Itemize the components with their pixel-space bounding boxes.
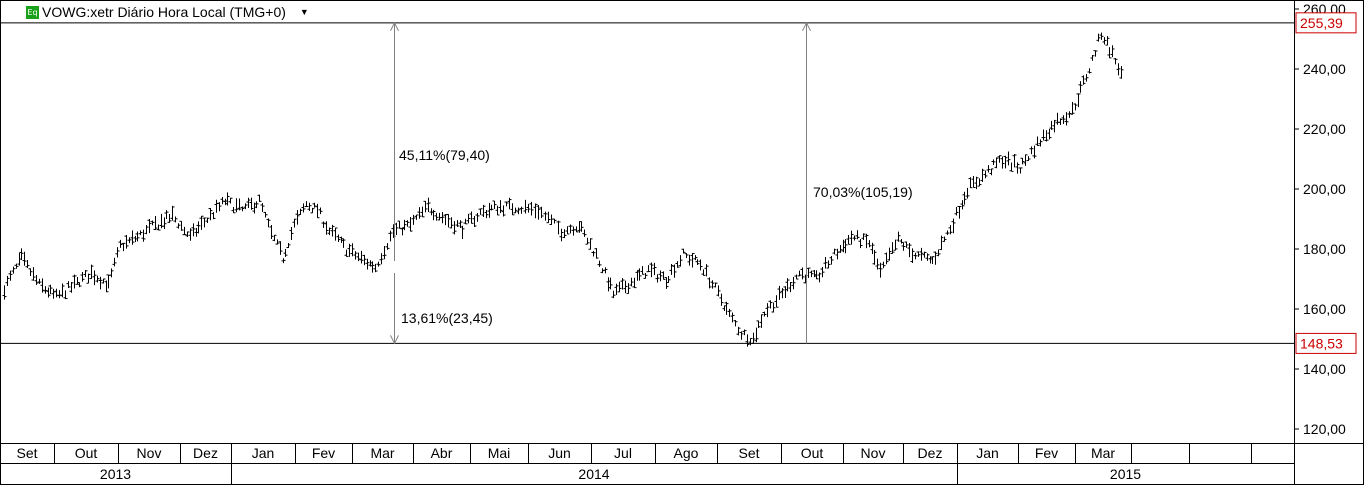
high-level-marker [1295, 12, 1357, 34]
year-label: 2014 [578, 466, 609, 482]
y-tick-label: 200,00 [1303, 181, 1346, 197]
month-label: Dez [918, 445, 943, 461]
measure-arrow-down-1-head [390, 335, 399, 345]
month-label: Jan [252, 445, 275, 461]
month-label: Abr [431, 445, 453, 461]
y-tick-label: 120,00 [1303, 421, 1346, 437]
y-tick-label: 240,00 [1303, 61, 1346, 77]
low-level-marker [1295, 332, 1357, 354]
month-label: Nov [861, 445, 886, 461]
measure-arrow-up-1-head [390, 21, 399, 32]
month-label: Set [738, 445, 759, 461]
y-tick-label: 220,00 [1303, 121, 1346, 137]
month-label: Jan [976, 445, 999, 461]
equity-icon: Eq [26, 5, 39, 19]
measure-label-1-up: 45,11%(79,40) [399, 147, 490, 163]
month-label: Fev [312, 445, 335, 461]
chart-title[interactable]: VOWG:xetr Diário Hora Local (TMG+0) [42, 4, 286, 20]
month-label: Jul [614, 445, 632, 461]
month-label: Mar [370, 445, 394, 461]
month-label: Out [801, 445, 824, 461]
month-label: Fev [1035, 445, 1058, 461]
month-label: Dez [193, 445, 218, 461]
chart-header: Eq VOWG:xetr Diário Hora Local (TMG+0) ▼ [26, 3, 309, 21]
measure-label-1-down: 13,61%(23,45) [401, 310, 493, 326]
month-label: Set [16, 445, 37, 461]
month-label: Out [75, 445, 98, 461]
month-label: Mar [1091, 445, 1115, 461]
y-tick-label: 160,00 [1303, 301, 1346, 317]
y-tick-label: 180,00 [1303, 241, 1346, 257]
month-label: Mai [488, 445, 511, 461]
measure-label-2-up: 70,03%(105,19) [813, 184, 913, 200]
price-series [2, 32, 1124, 347]
month-label: Nov [137, 445, 162, 461]
high-level-label: 255,39 [1300, 15, 1343, 31]
low-level-label: 148,53 [1300, 335, 1343, 351]
chevron-down-icon[interactable]: ▼ [299, 7, 309, 17]
year-label: 2015 [1110, 466, 1141, 482]
year-label: 2013 [100, 466, 131, 482]
month-label: Ago [674, 445, 699, 461]
month-label: Jun [548, 445, 571, 461]
measure-arrow-up-2-head [802, 21, 811, 32]
y-tick-label: 140,00 [1303, 361, 1346, 377]
